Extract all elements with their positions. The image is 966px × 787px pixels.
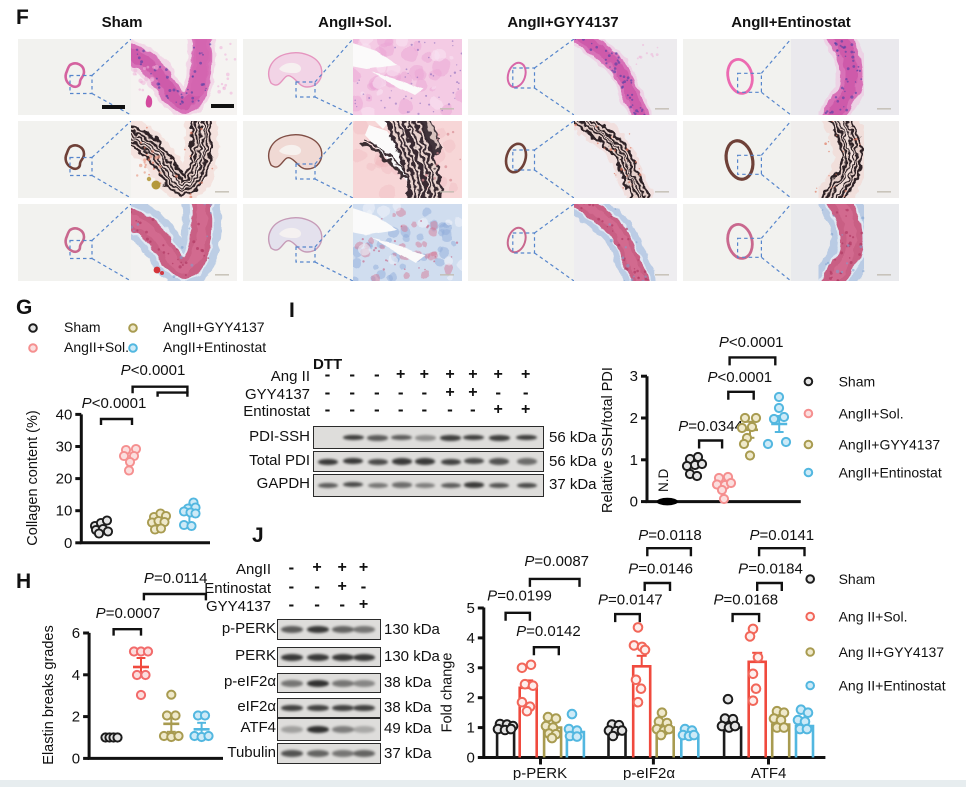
svg-text:P=0.0087: P=0.0087 — [524, 553, 589, 570]
svg-text:P=0.0146: P=0.0146 — [628, 561, 693, 578]
svg-text:P=0.0118: P=0.0118 — [638, 528, 702, 544]
svg-text:P=0.0141: P=0.0141 — [749, 528, 814, 544]
svg-text:P=0.0184: P=0.0184 — [738, 561, 803, 578]
svg-text:Fold change: Fold change — [440, 653, 456, 733]
svg-text:30: 30 — [56, 439, 73, 456]
svg-text:Sham: Sham — [839, 374, 876, 390]
svg-text:1: 1 — [466, 720, 474, 737]
svg-text:4: 4 — [466, 630, 474, 647]
svg-text:P=0.0344: P=0.0344 — [678, 418, 743, 435]
svg-text:0: 0 — [630, 494, 638, 511]
svg-text:AngII+Entinostat: AngII+Entinostat — [839, 465, 942, 481]
svg-text:20: 20 — [56, 471, 73, 488]
svg-text:P=0.0007: P=0.0007 — [96, 605, 161, 622]
svg-text:P<0.0001: P<0.0001 — [707, 369, 772, 386]
svg-text:P<0.0001: P<0.0001 — [121, 362, 186, 379]
svg-text:Collagen content (%): Collagen content (%) — [25, 410, 41, 545]
svg-text:0: 0 — [72, 750, 80, 767]
svg-text:2: 2 — [72, 709, 80, 726]
svg-text:P=0.0147: P=0.0147 — [598, 592, 663, 609]
svg-text:p-PERK: p-PERK — [513, 765, 567, 782]
svg-text:Ang II+GYY4137: Ang II+GYY4137 — [839, 644, 945, 660]
svg-text:0: 0 — [64, 535, 72, 552]
svg-text:P<0.0001: P<0.0001 — [719, 334, 784, 351]
svg-text:Elastin breaks grades: Elastin breaks grades — [41, 625, 57, 764]
svg-text:10: 10 — [56, 503, 73, 520]
svg-text:N.D: N.D — [656, 469, 671, 493]
svg-text:1: 1 — [630, 452, 638, 469]
svg-text:P<0.0001: P<0.0001 — [82, 395, 147, 412]
svg-text:Ang II+Sol.: Ang II+Sol. — [839, 609, 908, 625]
svg-text:P=0.0168: P=0.0168 — [713, 592, 778, 609]
svg-text:2: 2 — [630, 410, 638, 427]
svg-text:AngII+GYY4137: AngII+GYY4137 — [839, 437, 941, 453]
svg-text:Relative SSH/total PDI: Relative SSH/total PDI — [600, 367, 616, 513]
svg-text:P=0.0114: P=0.0114 — [144, 570, 208, 587]
svg-text:P=0.0142: P=0.0142 — [516, 623, 581, 640]
svg-text:40: 40 — [56, 406, 73, 423]
svg-text:3: 3 — [630, 368, 638, 385]
svg-text:Sham: Sham — [839, 571, 876, 587]
svg-text:0: 0 — [466, 750, 474, 767]
svg-text:4: 4 — [72, 667, 80, 684]
svg-text:p-eIF2α: p-eIF2α — [623, 765, 675, 782]
svg-text:5: 5 — [466, 600, 474, 617]
svg-text:P=0.0199: P=0.0199 — [487, 588, 552, 605]
svg-text:3: 3 — [466, 660, 474, 677]
svg-text:AngII+Sol.: AngII+Sol. — [839, 406, 904, 422]
svg-text:6: 6 — [72, 625, 80, 642]
svg-text:Ang II+Entinostat: Ang II+Entinostat — [839, 678, 946, 694]
svg-text:ATF4: ATF4 — [751, 765, 787, 782]
svg-text:2: 2 — [466, 690, 474, 707]
